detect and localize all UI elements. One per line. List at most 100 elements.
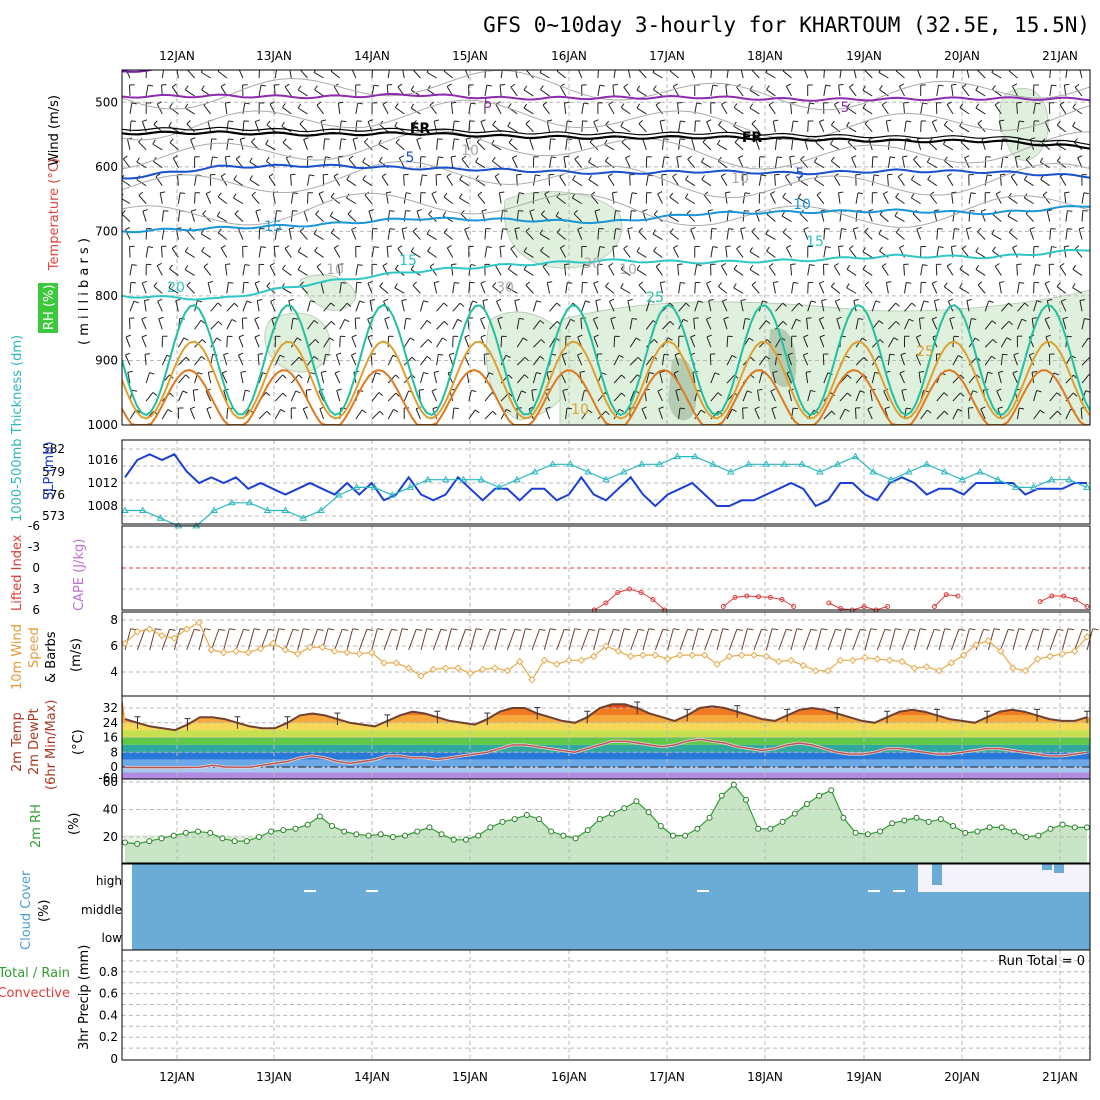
wind-barb [690,336,696,348]
wind-barb [882,193,889,204]
wind-barb [710,228,713,240]
wind-barb [161,629,170,651]
wind-barb-flag [454,138,460,141]
wind-barb [223,354,228,366]
wind-barb-flag [282,138,287,143]
wind-barb-flag [284,83,290,88]
wind-barb-flag [556,228,561,233]
wind-barb-flag [190,406,196,410]
wind-barb [1024,629,1034,651]
rh-point [901,817,908,824]
wind-barb-flag [673,244,679,249]
temp-band [122,722,1090,731]
wind-barb [672,176,680,186]
wind-barb [818,121,825,133]
wind-barb-flag [620,283,624,289]
wind-barb [749,269,760,276]
wind-barb [220,247,228,258]
wind-barb [959,268,970,276]
thickness-point [851,452,860,460]
wind-barb-flag [1015,155,1021,158]
wind-barb [770,390,776,402]
wind-barb [157,301,163,312]
thickness-point [459,475,468,483]
wind-barb [339,120,342,132]
wind-barb [768,266,776,276]
wind-barb [364,194,373,204]
wind-barb-flag [638,119,643,125]
rh-shading [264,312,331,373]
wind-barb-flag [789,155,795,158]
wind-barb [125,354,131,366]
wind-barb [608,265,615,276]
date-label-top: 15JAN [452,49,488,63]
wind-tick-label: 8 [110,613,118,627]
wind-barb [913,159,922,169]
wind-barb [912,213,922,222]
wind-barb-flag [1035,102,1041,105]
wind-barb-flag [923,300,929,303]
wind-barb [542,104,550,115]
lifted-index-point [826,600,832,606]
wind-barb-flag [627,299,633,302]
wind-barb [1074,87,1083,97]
rh-point [402,832,409,839]
wind-barb-flag [702,138,707,143]
wind-barb-flag [846,121,850,127]
wind-barb [658,408,663,420]
wind-barb [839,392,848,402]
lifted-index-point [756,594,762,600]
wind-barb-flag [377,628,384,631]
wind-barb-flag [831,410,836,416]
wind-barb [679,629,688,651]
wind-barb [158,318,163,330]
wind-barb-flag [864,227,869,232]
wind-barb [629,192,633,204]
wind-barb [436,354,439,366]
rh-point [280,827,287,834]
wind-barb-flag [932,119,938,123]
wind-barb [678,408,681,420]
wind-barb [161,409,169,420]
wind-barb-flag [167,409,173,413]
temp-tick-label: 0 [110,760,118,774]
wind-barb [1012,372,1018,384]
wind-barb-flag [830,120,835,126]
wind-barb-flag [471,389,477,392]
wind-barb-flag [266,120,271,126]
wind-barb [871,156,874,168]
slp-tick-label: 1012 [87,476,118,490]
wind-barb [807,282,809,294]
wind-barb-flag [740,299,746,302]
wind-barb [452,302,461,312]
temperature-axis-label: Temperature (°C) [47,158,62,271]
wind-barb [282,107,292,115]
wind-barb [959,287,970,294]
wind-barb-flag [861,337,867,342]
wind-barb-flag [909,628,916,631]
temp-2m-axis-label: 2m Temp [10,712,25,772]
wind-barb [175,228,179,240]
rh-shading [503,191,623,269]
wind-barb [691,628,699,651]
wind-barb-flag [233,302,239,307]
wind-barb-flag [507,264,512,270]
wind-barb-flag [667,337,673,341]
date-label-top: 12JAN [159,49,195,63]
rh-point [596,816,603,823]
wind-barb [355,282,358,294]
wind-barb-flag [131,264,137,266]
rh-legend-swatch [38,283,58,333]
wind-barb-flag [353,137,359,140]
wind-barb [805,372,809,384]
wind-barb [136,161,147,169]
wind-barb [339,319,346,330]
wind-barb [178,374,187,384]
wind-barb-flag [1019,407,1025,410]
wind-barb-flag [649,371,655,375]
wind-barb [915,336,922,348]
wind-barb-flag [745,317,751,320]
thickness-point [1083,483,1091,490]
wind-barb [1016,138,1020,150]
